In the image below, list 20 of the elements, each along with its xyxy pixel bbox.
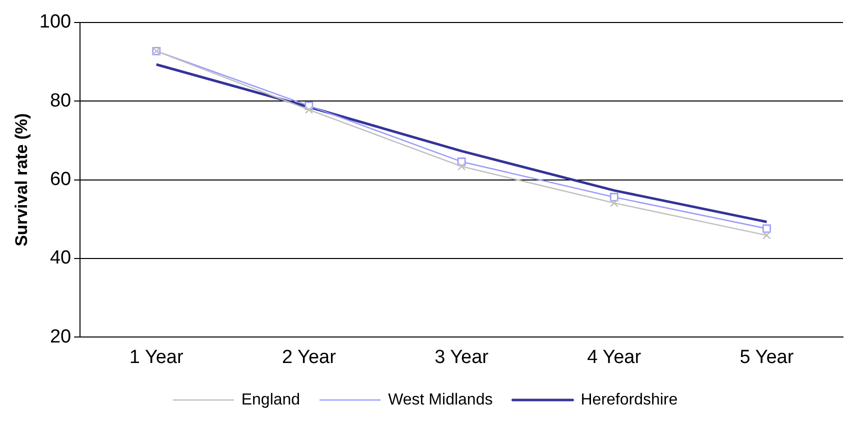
point	[762, 231, 771, 240]
y-axis-title: Survival rate (%)	[12, 113, 31, 246]
y-tick-label: 20	[50, 326, 72, 348]
point	[610, 198, 618, 208]
y-tick-label: 60	[50, 169, 72, 190]
x-tick-label: 4 Year	[587, 346, 642, 368]
y-tick-label: 80	[50, 90, 72, 112]
legend-label: England	[241, 391, 300, 408]
legend-label: Herefordshire	[580, 391, 678, 408]
x-tick-label: 3 Year	[434, 346, 490, 368]
x-tick-label: 1 Year	[129, 346, 184, 368]
point	[762, 224, 771, 233]
point	[457, 162, 466, 171]
y-tick-label: 100	[39, 12, 72, 33]
y-tick-label: 40	[50, 248, 72, 269]
point	[304, 106, 314, 114]
legend-label: West Midlands	[388, 391, 493, 408]
x-tick-label: 5 Year	[740, 346, 794, 368]
x-tick-label: 2 Year	[282, 346, 337, 368]
point	[610, 192, 618, 202]
